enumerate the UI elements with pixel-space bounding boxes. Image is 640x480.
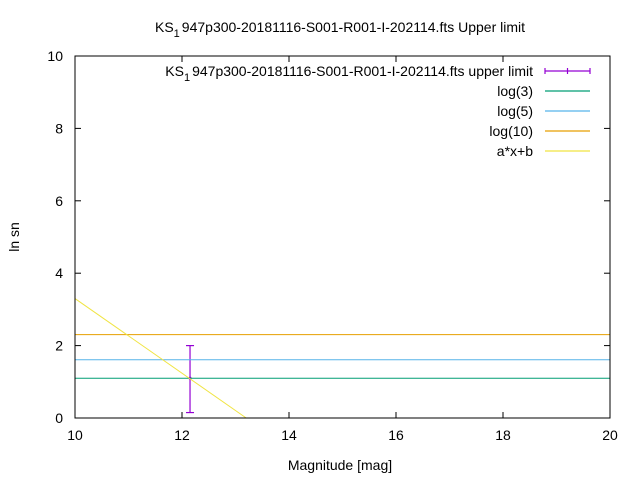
y-tick-label: 4	[55, 265, 63, 281]
x-axis: 10 12 14 16 18 20	[67, 56, 618, 443]
legend-label: KS1 947p300-20181116-S001-R001-I-202114.f…	[165, 63, 533, 84]
x-tick-label: 14	[281, 427, 297, 443]
legend: KS1 947p300-20181116-S001-R001-I-202114.f…	[165, 63, 591, 159]
x-tick-label: 12	[174, 427, 190, 443]
legend-label: log(3)	[497, 83, 533, 99]
y-tick-label: 2	[55, 338, 63, 354]
legend-label: a*x+b	[497, 143, 533, 159]
x-tick-label: 18	[495, 427, 511, 443]
plot-area	[74, 298, 610, 419]
plot-frame	[74, 55, 611, 419]
legend-label: log(5)	[497, 103, 533, 119]
legend-label: log(10)	[489, 123, 533, 139]
y-tick-label: 0	[55, 410, 63, 426]
y-axis: 0 2 4 6 8 10	[47, 48, 610, 426]
x-tick-label: 10	[67, 427, 83, 443]
x-axis-label: Magnitude [mag]	[288, 457, 392, 473]
y-tick-label: 6	[55, 193, 63, 209]
x-tick-label: 16	[388, 427, 404, 443]
y-tick-label: 10	[47, 48, 63, 64]
x-tick-label: 20	[602, 427, 618, 443]
chart-title: KS1 947p300-20181116-S001-R001-I-202114.f…	[155, 19, 525, 40]
y-axis-label: ln sn	[6, 222, 22, 252]
y-tick-label: 8	[55, 120, 63, 136]
series-line-4	[74, 298, 247, 419]
